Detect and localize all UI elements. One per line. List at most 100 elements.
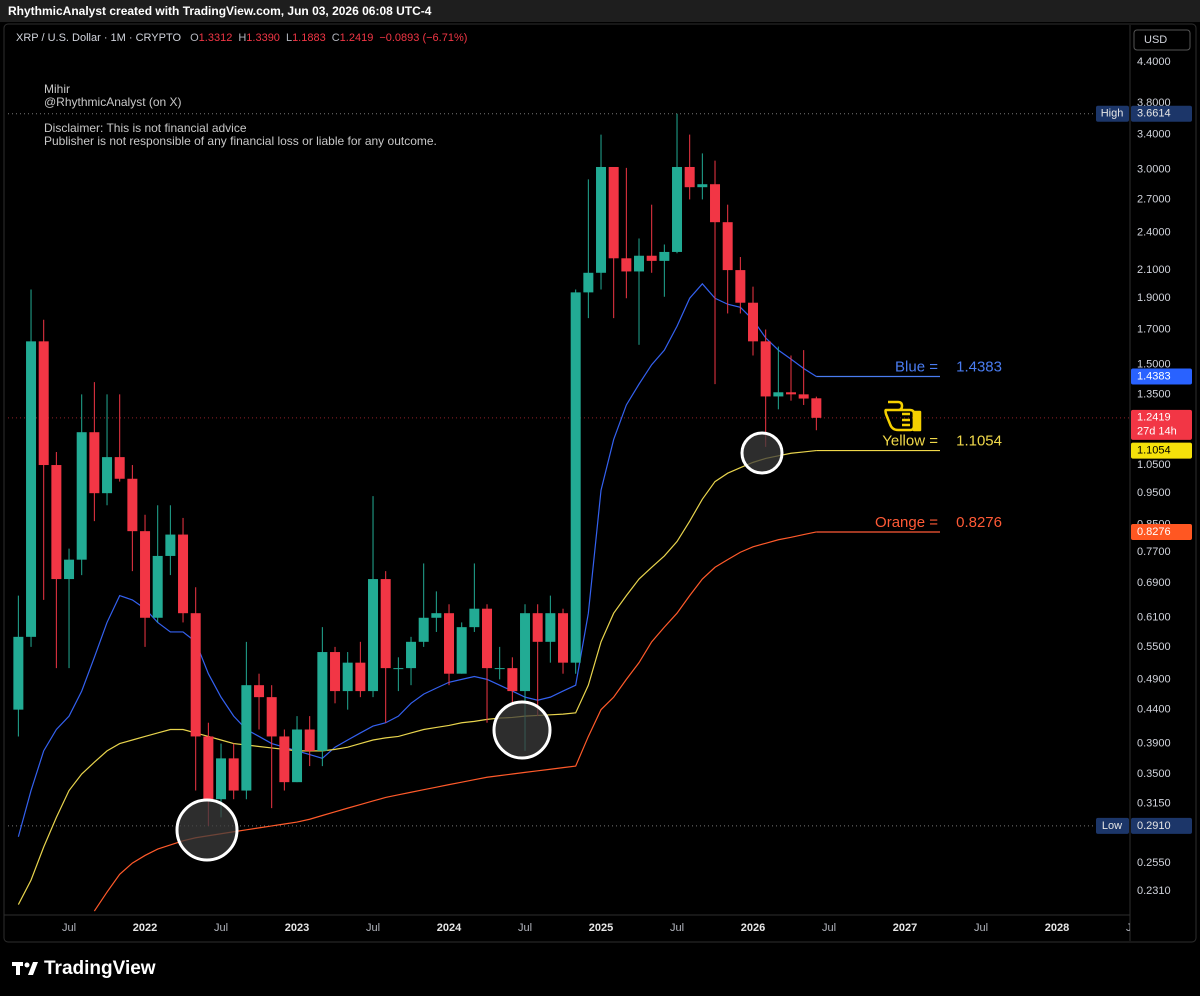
candle-body: [178, 534, 189, 614]
y-tick-label: 0.6900: [1137, 577, 1171, 589]
y-tick-label: 1.9000: [1137, 292, 1171, 304]
x-tick-label: 2023: [285, 922, 309, 934]
candle-body: [279, 736, 290, 783]
y-tick-label: 0.9500: [1137, 487, 1171, 499]
candle-body: [570, 292, 581, 663]
price-box: [1131, 368, 1192, 385]
candle-body: [114, 457, 125, 479]
candle-body: [13, 636, 24, 710]
candle-body: [634, 255, 645, 272]
y-tick-label: 3.4000: [1137, 128, 1171, 140]
candle-body: [786, 392, 797, 395]
candle-body: [482, 608, 493, 669]
candle-body: [165, 534, 176, 556]
x-tick-label: 2028: [1045, 922, 1069, 934]
x-tick-label: 2027: [893, 922, 917, 934]
price-box-label: 1.1054: [1137, 444, 1171, 456]
candle-body: [646, 255, 657, 261]
y-tick-label: 1.5000: [1137, 359, 1171, 371]
y-tick-label: 0.3500: [1137, 768, 1171, 780]
note: Publisher is not responsible of any fina…: [44, 134, 437, 148]
annotations: Blue = 1.4383 Yellow = 1.1054 Orange = 0.8276: [816, 359, 1002, 533]
candle-body: [469, 608, 480, 628]
price-box-label: 0.8276: [1137, 526, 1171, 538]
candle-body: [342, 662, 353, 692]
y-tick-label: 0.3150: [1137, 798, 1171, 810]
legend-value: 1.1883: [292, 32, 326, 44]
highlight-circle: [175, 798, 239, 862]
x-tick-label: Jul: [822, 922, 836, 934]
y-tick-label: 0.2310: [1137, 885, 1171, 897]
candle-body: [89, 432, 100, 494]
y-tick-label: 0.4900: [1137, 673, 1171, 685]
currency-box: [1133, 29, 1191, 51]
candle-body: [76, 432, 87, 560]
candle-body: [545, 613, 556, 642]
credit: RhythmicAnalyst created with TradingView…: [8, 4, 432, 18]
y-tick-label: 0.7700: [1137, 546, 1171, 558]
legend-key: C: [331, 32, 340, 44]
candle-body: [152, 555, 163, 618]
y-tick-label: 0.6100: [1137, 612, 1171, 624]
candle-body: [418, 617, 429, 642]
candle-body: [254, 685, 265, 698]
highlight-circle: [740, 431, 784, 475]
candle-body: [203, 736, 214, 800]
candle-body: [583, 272, 594, 293]
x-tick-label: Jul: [518, 922, 532, 934]
footer-logo: TradingView: [12, 958, 156, 979]
moving-average-line: [17, 282, 817, 837]
candle-body: [51, 465, 62, 580]
price-axis-labels: 1.4383 1.1054 0.8276 1.2419 27d 14h High 3.661…: [1096, 105, 1192, 834]
annotation-value: 1.4383: [956, 359, 1002, 376]
y-tick-label: 1.3500: [1137, 388, 1171, 400]
candle-body: [38, 341, 49, 466]
candle-body: [532, 613, 543, 642]
price-box: [1131, 523, 1192, 540]
highlight-circle: [492, 700, 552, 760]
y-tick-label: 2.7000: [1137, 193, 1171, 205]
candle-body: [520, 613, 531, 692]
marker-value: 0.2910: [1137, 820, 1171, 832]
x-tick-label: 2025: [589, 922, 613, 934]
logo-stem: [16, 962, 20, 975]
candle-body: [798, 394, 809, 399]
price-box-label: 1.4383: [1137, 370, 1171, 382]
candle-body: [596, 166, 607, 273]
chart-frame: [3, 23, 1197, 943]
note: @RhythmicAnalyst (on X): [44, 95, 182, 109]
candle-body: [558, 613, 569, 663]
candle-body: [317, 652, 328, 751]
candle-body: [26, 341, 37, 637]
marker-value-box: [1131, 105, 1192, 122]
candle-body: [102, 457, 113, 494]
candle-body: [368, 579, 379, 692]
marker-value: 3.6614: [1137, 108, 1171, 120]
highlight-circles: [175, 431, 784, 862]
x-tick-label: 2022: [133, 922, 157, 934]
y-tick-label: 0.5500: [1137, 641, 1171, 653]
reference-lines: [8, 113, 1130, 827]
note: Disclaimer: This is not financial advice: [44, 121, 247, 135]
y-tick-label: 3.0000: [1137, 164, 1171, 176]
annotation-value: 0.8276: [956, 514, 1002, 531]
candle-body: [697, 184, 708, 188]
candle-body: [608, 166, 619, 259]
y-tick-label: 2.4000: [1137, 226, 1171, 238]
legend-value: 1.3312: [198, 32, 233, 44]
hand-cuff: [912, 410, 922, 432]
hand-outline: [884, 400, 916, 432]
candle-body: [355, 662, 366, 692]
currency: USD: [1144, 34, 1167, 46]
y-tick-label: 0.3900: [1137, 737, 1171, 749]
y-tick-label: 1.7000: [1137, 323, 1171, 335]
candle-body: [266, 697, 277, 737]
price-box: [1131, 442, 1192, 459]
last-price-box: [1131, 409, 1192, 440]
candle-body: [811, 398, 822, 418]
y-tick-label: 1.0500: [1137, 459, 1171, 471]
candle-body: [380, 579, 391, 669]
candle-body: [127, 478, 138, 532]
